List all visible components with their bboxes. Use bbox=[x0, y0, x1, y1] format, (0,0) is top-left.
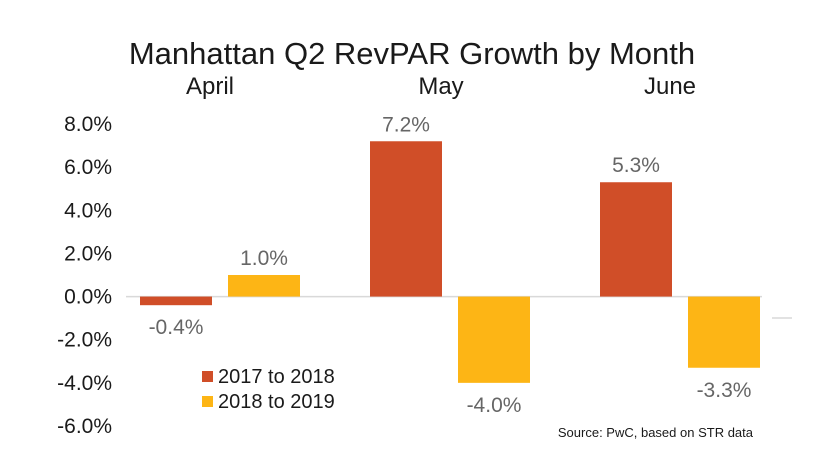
data-label: -3.3% bbox=[697, 379, 752, 402]
bar bbox=[600, 182, 672, 297]
y-tick-label: 2.0% bbox=[64, 242, 112, 265]
source-note: Source: PwC, based on STR data bbox=[558, 425, 754, 440]
bar bbox=[458, 296, 530, 383]
y-tick-label: 4.0% bbox=[64, 199, 112, 222]
y-tick-label: -6.0% bbox=[57, 415, 112, 438]
chart-title: Manhattan Q2 RevPAR Growth by Month bbox=[129, 36, 695, 71]
data-label: 5.3% bbox=[612, 154, 660, 177]
bar bbox=[228, 275, 300, 297]
legend-swatch bbox=[202, 396, 213, 407]
category-label: May bbox=[418, 73, 463, 100]
data-label: -4.0% bbox=[467, 394, 522, 417]
y-tick-label: 6.0% bbox=[64, 156, 112, 179]
legend-swatch bbox=[202, 371, 213, 382]
bar bbox=[688, 296, 760, 368]
category-label: June bbox=[644, 73, 696, 100]
data-label: 7.2% bbox=[382, 113, 430, 136]
bar bbox=[370, 141, 442, 297]
category-label: April bbox=[186, 73, 234, 100]
data-label: 1.0% bbox=[240, 247, 288, 270]
legend-label: 2018 to 2019 bbox=[218, 391, 335, 413]
y-tick-label: -2.0% bbox=[57, 329, 112, 352]
y-tick-label: 8.0% bbox=[64, 113, 112, 136]
y-tick-label: -4.0% bbox=[57, 372, 112, 395]
data-label: -0.4% bbox=[149, 316, 204, 339]
legend-label: 2017 to 2018 bbox=[218, 366, 335, 388]
bar bbox=[140, 296, 212, 306]
y-tick-label: 0.0% bbox=[64, 286, 112, 309]
